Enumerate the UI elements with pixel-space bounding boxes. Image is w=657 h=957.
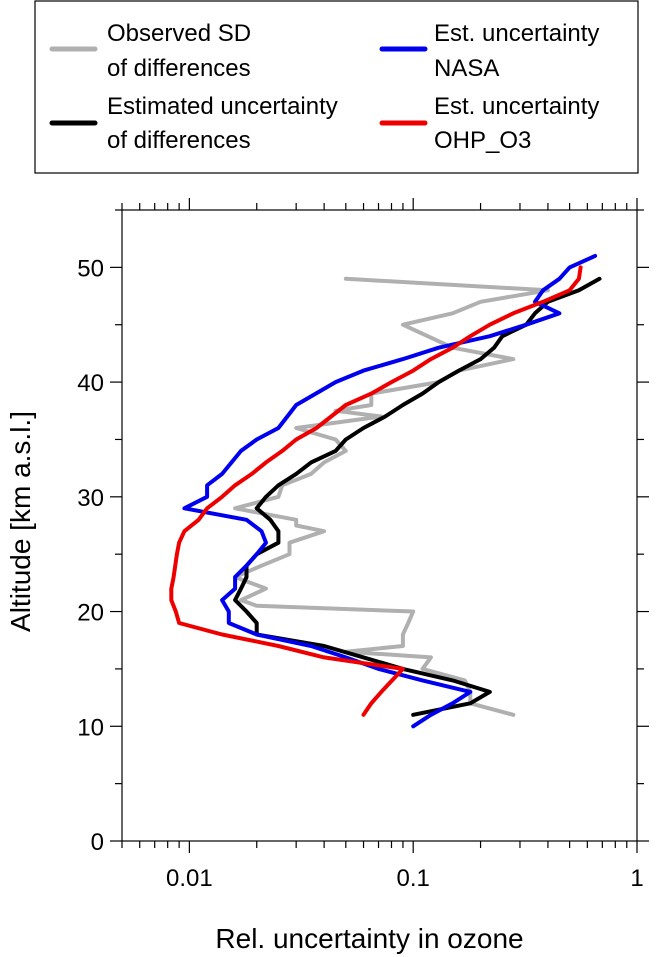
x-axis-label: Rel. uncertainty in ozone bbox=[215, 923, 523, 954]
series-line-1 bbox=[233, 276, 550, 717]
y-tick-label: 0 bbox=[91, 829, 104, 856]
y-tick-label: 50 bbox=[77, 255, 104, 282]
legend-entry-line1: Observed SD bbox=[107, 20, 251, 47]
x-tick-label: 1 bbox=[630, 865, 643, 892]
legend-entry-line1: Est. uncertainty bbox=[434, 93, 599, 120]
legend: Observed SD of differences Estimated uncer… bbox=[34, 0, 639, 174]
series-line-4 bbox=[169, 265, 583, 717]
plot-frame bbox=[121, 209, 638, 842]
y-tick-label: 30 bbox=[77, 485, 104, 512]
legend-entry-line2: OHP_O3 bbox=[434, 127, 531, 154]
legend-entry-line2: of differences bbox=[107, 127, 251, 154]
legend-entry-line2: NASA bbox=[434, 55, 499, 82]
legend-entry-line1: Est. uncertainty bbox=[434, 20, 599, 47]
legend-entry-line2: of differences bbox=[107, 55, 251, 82]
y-axis-label: Altitude [km a.s.l.] bbox=[5, 411, 36, 632]
x-tick-label: 0.1 bbox=[396, 865, 429, 892]
legend-box bbox=[34, 0, 639, 174]
x-tick-label: 0.01 bbox=[166, 865, 213, 892]
plot-area bbox=[169, 253, 602, 729]
legend-entry-line1: Estimated uncertainty bbox=[107, 93, 338, 120]
y-tick-label: 20 bbox=[77, 600, 104, 627]
series-line-3 bbox=[182, 253, 598, 729]
y-tick-label: 40 bbox=[77, 370, 104, 397]
y-tick-label: 10 bbox=[77, 714, 104, 741]
